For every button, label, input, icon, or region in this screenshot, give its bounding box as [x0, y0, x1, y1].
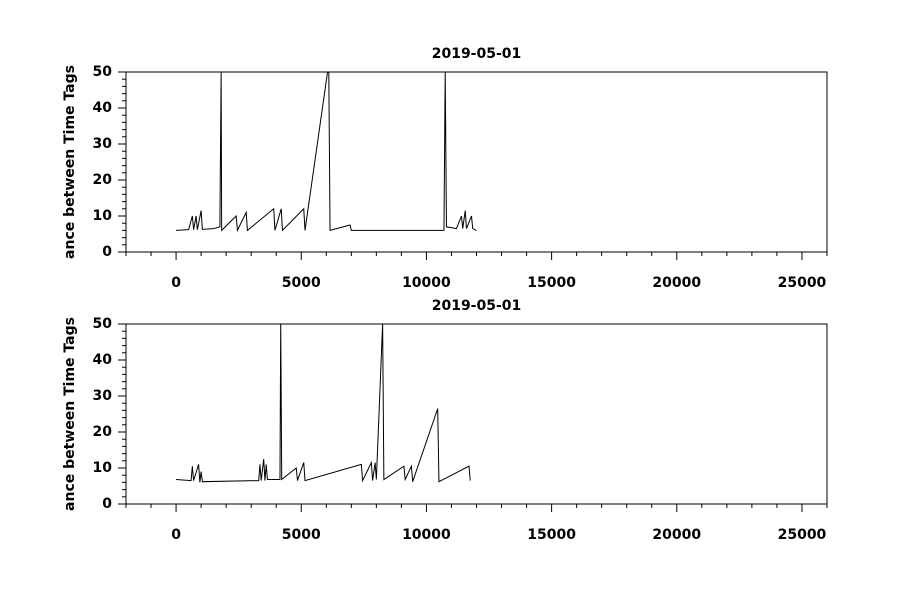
x-tick-label: 20000 [652, 527, 701, 543]
axes-frame [125, 323, 828, 505]
data-line [176, 72, 477, 233]
y-tick-label: 20 [93, 172, 113, 188]
x-tick-label: 5000 [282, 527, 321, 543]
x-tick-label: 5000 [282, 275, 321, 291]
y-tick-label: 50 [93, 316, 113, 332]
x-tick-label: 25000 [778, 527, 827, 543]
y-tick-label: 30 [93, 136, 113, 152]
x-tick-label: 10000 [402, 527, 451, 543]
x-tick-label: 0 [171, 527, 181, 543]
x-tick-label: 10000 [402, 275, 451, 291]
y-axis-label: ance between Time Tags [62, 317, 78, 511]
data-line [176, 324, 471, 483]
plot-area [176, 72, 477, 233]
x-tick-label: 15000 [527, 275, 576, 291]
x-tick-label: 25000 [778, 275, 827, 291]
y-axis-label: ance between Time Tags [62, 65, 78, 259]
y-tick-label: 50 [93, 64, 113, 80]
y-tick-label: 0 [102, 244, 112, 260]
x-tick-label: 0 [171, 275, 181, 291]
axes-frame [125, 71, 828, 253]
y-tick-label: 10 [93, 460, 113, 476]
y-tick-label: 40 [93, 100, 113, 116]
y-tick-label: 30 [93, 388, 113, 404]
chart-title: 2019-05-01 [432, 298, 522, 314]
y-tick-label: 0 [102, 496, 112, 512]
x-tick-label: 15000 [527, 527, 576, 543]
x-tick-label: 20000 [652, 275, 701, 291]
y-tick-label: 20 [93, 424, 113, 440]
chart-title: 2019-05-01 [432, 46, 522, 62]
plot-area [176, 324, 471, 483]
y-tick-label: 10 [93, 208, 113, 224]
y-tick-label: 40 [93, 352, 113, 368]
